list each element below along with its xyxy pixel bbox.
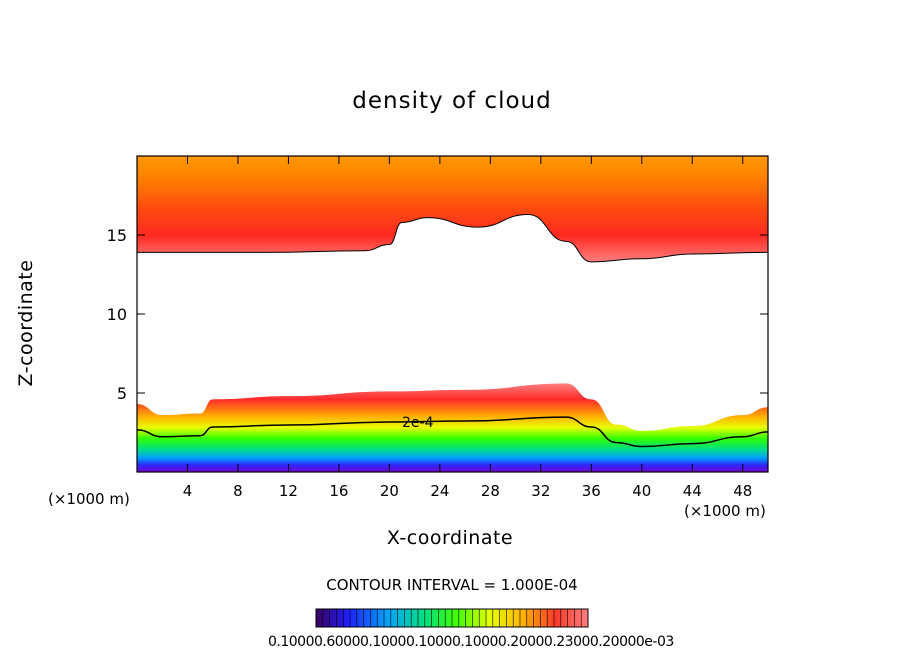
x-axis-label: X-coordinate bbox=[386, 527, 514, 549]
y-tick-label: 15 bbox=[107, 226, 127, 245]
x-tick-label: 24 bbox=[430, 482, 449, 500]
x-tick-label: 12 bbox=[279, 482, 298, 500]
upper-contour-line bbox=[137, 213, 768, 263]
colorbar-dividers bbox=[322, 609, 582, 627]
upper-cloud-layer bbox=[137, 156, 768, 262]
x-tick-label: 40 bbox=[632, 482, 651, 500]
x-axis-ticks: 4 8 12 16 20 24 28 32 36 40 44 48 bbox=[183, 156, 752, 500]
lower-contour-line bbox=[137, 416, 768, 448]
chart-title: density of cloud bbox=[352, 88, 552, 114]
x-tick-label: 36 bbox=[582, 482, 601, 500]
y-tick-label: 10 bbox=[107, 305, 127, 324]
y-axis-label: Z-coordinate bbox=[15, 259, 37, 387]
contour-interval-text: CONTOUR INTERVAL = 1.000E-04 bbox=[326, 576, 578, 594]
x-tick-label: 4 bbox=[183, 482, 193, 500]
x-tick-label: 16 bbox=[329, 482, 348, 500]
x-tick-label: 20 bbox=[380, 482, 399, 500]
x-unit-label-right: (×1000 m) bbox=[684, 502, 766, 520]
x-tick-label: 8 bbox=[233, 482, 243, 500]
x-tick-label: 48 bbox=[733, 482, 752, 500]
y-axis-ticks: 5 10 15 bbox=[107, 226, 768, 403]
colorbar-labels: 0.10000.60000.10000.10000.10000.20000.23… bbox=[268, 634, 674, 650]
x-tick-label: 44 bbox=[683, 482, 702, 500]
x-tick-label: 32 bbox=[531, 482, 550, 500]
lower-cloud-layer bbox=[137, 383, 768, 472]
x-tick-label: 28 bbox=[481, 482, 500, 500]
x-unit-label-left: (×1000 m) bbox=[48, 490, 130, 508]
contour-label: 2e-4 bbox=[402, 415, 434, 431]
y-tick-label: 5 bbox=[117, 384, 127, 403]
